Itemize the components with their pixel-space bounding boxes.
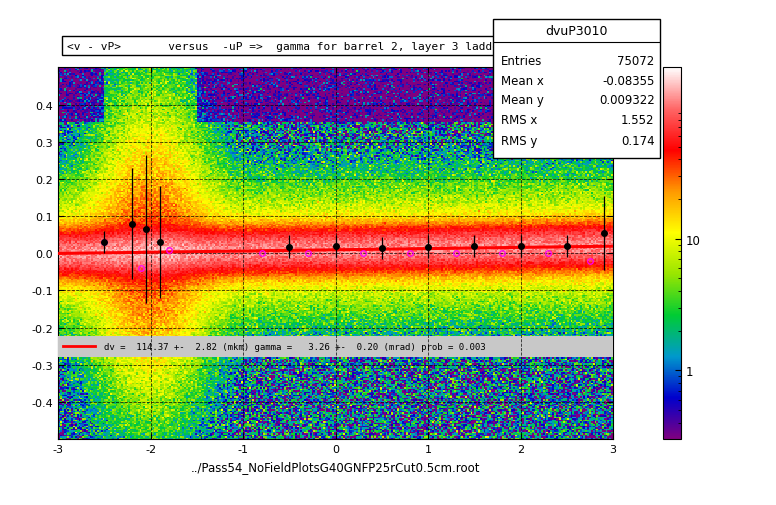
Text: 0.174: 0.174 <box>621 134 655 147</box>
Text: <v - vP>       versus  -uP =>  gamma for barrel 2, layer 3 ladder 10, all wafers: <v - vP> versus -uP => gamma for barrel … <box>67 42 607 52</box>
Bar <box>58 336 613 357</box>
Text: RMS x: RMS x <box>501 114 538 127</box>
Text: -0.08355: -0.08355 <box>602 75 655 88</box>
Text: 0.009322: 0.009322 <box>599 94 655 107</box>
FancyBboxPatch shape <box>493 20 660 159</box>
Text: RMS y: RMS y <box>501 134 538 147</box>
Text: Mean x: Mean x <box>501 75 544 88</box>
Text: dv =  114.37 +-  2.82 (mkm) gamma =   3.26 +-  0.20 (mrad) prob = 0.003: dv = 114.37 +- 2.82 (mkm) gamma = 3.26 +… <box>105 342 486 351</box>
Text: Entries: Entries <box>501 56 542 68</box>
Text: dvuP3010: dvuP3010 <box>545 25 608 38</box>
Text: Mean y: Mean y <box>501 94 544 107</box>
X-axis label: ../Pass54_NoFieldPlotsG40GNFP25rCut0.5cm.root: ../Pass54_NoFieldPlotsG40GNFP25rCut0.5cm… <box>191 460 480 473</box>
Text: 1.552: 1.552 <box>621 114 655 127</box>
Text: 75072: 75072 <box>618 56 655 68</box>
